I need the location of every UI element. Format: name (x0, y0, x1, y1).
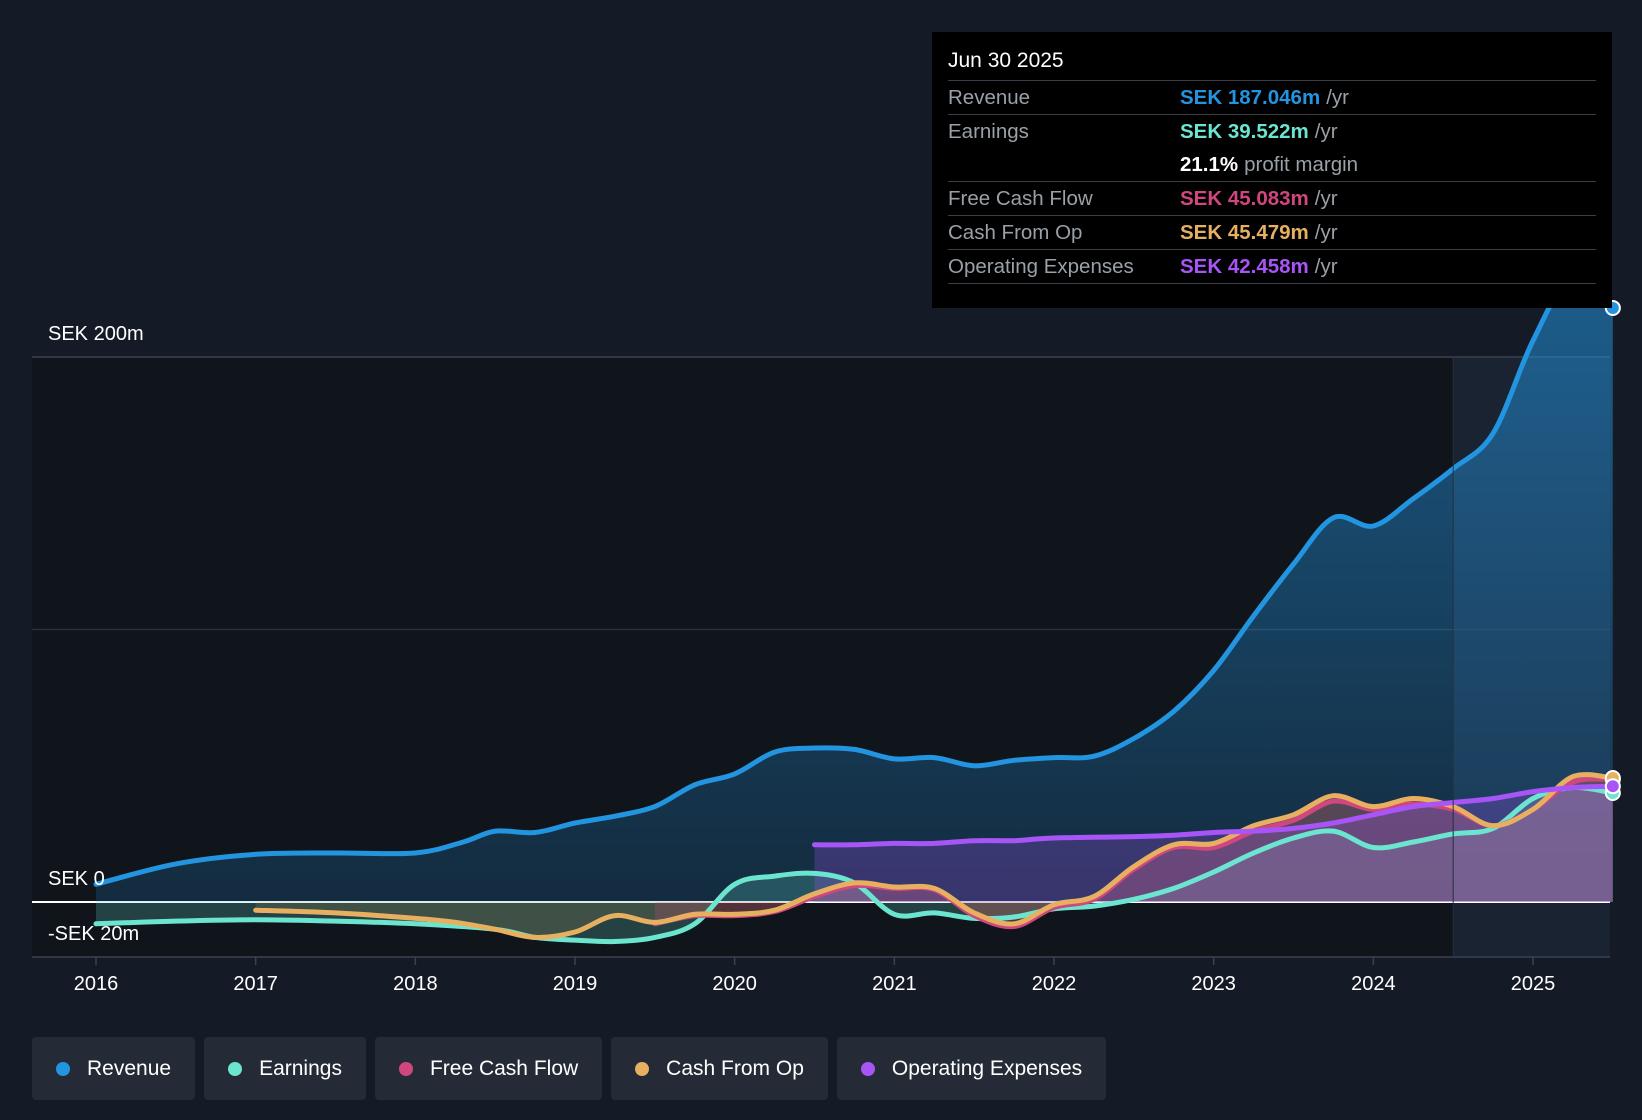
area-revenue (96, 274, 1613, 903)
x-tick-label: 2020 (712, 973, 757, 995)
legend-label: Free Cash Flow (429, 1056, 579, 1080)
tooltip-value: SEK 187.046m (1180, 85, 1321, 109)
x-tick-label: 2019 (553, 973, 598, 995)
legend-label: Revenue (87, 1056, 172, 1080)
legend-dot-icon (228, 1061, 243, 1076)
tooltip-value: 21.1% (1180, 152, 1239, 176)
legend-dot-icon (635, 1061, 650, 1076)
tooltip-unit: /yr (1314, 186, 1338, 210)
tooltip-value: SEK 45.083m (1180, 186, 1309, 210)
legend-label: Operating Expenses (891, 1056, 1083, 1080)
y-axis-label: SEK 0 (48, 868, 105, 890)
legend-item-operating-expenses[interactable]: Operating Expenses (836, 1037, 1107, 1100)
legend-item-cash-from-op[interactable]: Cash From Op (611, 1037, 828, 1100)
y-axis-label: SEK 200m (48, 323, 144, 345)
area-cash-from-op (255, 774, 1613, 938)
tooltip-label: Free Cash Flow (948, 186, 1093, 210)
tooltip-unit: profit margin (1244, 152, 1359, 176)
legend-dot-icon (56, 1061, 70, 1076)
tooltip-unit: /yr (1314, 119, 1338, 143)
tooltip-label: Operating Expenses (948, 254, 1134, 278)
end-marker-operating-expenses (1604, 778, 1621, 795)
tooltip-unit: /yr (1326, 85, 1349, 109)
tooltip-row-margin: 21.1% profit margin (948, 148, 1596, 182)
legend-dot-icon (860, 1061, 875, 1076)
legend-label: Cash From Op (666, 1056, 804, 1080)
tooltip-row-cfo: Cash From Op SEK 45.479m /yr (948, 216, 1596, 250)
x-tick-label: 2016 (74, 973, 119, 995)
x-tick-label: 2022 (1032, 973, 1077, 995)
x-tick-label: 2023 (1191, 973, 1236, 995)
x-tick-label: 2025 (1511, 973, 1556, 995)
tooltip-date: Jun 30 2025 (948, 46, 1596, 81)
line-cash-from-op[interactable] (253, 772, 1616, 940)
x-tick-label: 2017 (233, 973, 278, 995)
x-tick-label: 2018 (393, 973, 438, 995)
x-tick-label: 2021 (872, 973, 917, 995)
tooltip-unit: /yr (1314, 254, 1338, 278)
legend-dot-icon (398, 1061, 413, 1076)
tooltip-label: Revenue (948, 85, 1031, 109)
area-earnings (96, 787, 1613, 942)
tooltip-row-earnings: Earnings SEK 39.522m /yr (948, 115, 1596, 148)
tooltip-row-fcf: Free Cash Flow SEK 45.083m /yr (948, 182, 1596, 216)
chart-legend: Revenue Earnings Free Cash Flow Cash Fro… (32, 1037, 1107, 1100)
line-revenue[interactable] (93, 272, 1616, 887)
tooltip-value: SEK 42.458m (1180, 254, 1309, 278)
tooltip-value: SEK 39.522m (1180, 119, 1309, 143)
line-operating-expenses[interactable] (812, 783, 1616, 848)
x-tick-label: 2024 (1351, 973, 1396, 995)
tooltip-panel: Jun 30 2025 Revenue SEK 187.046m /yr Ear… (932, 32, 1612, 308)
tooltip-row-opex: Operating Expenses SEK 42.458m /yr (948, 250, 1596, 284)
y-axis-label: -SEK 20m (48, 923, 139, 945)
tooltip-row-revenue: Revenue SEK 187.046m /yr (948, 81, 1596, 115)
legend-item-free-cash-flow[interactable]: Free Cash Flow (374, 1037, 603, 1100)
tooltip-label: Earnings (948, 119, 1029, 143)
tooltip-unit: /yr (1314, 220, 1338, 244)
tooltip-value: SEK 45.479m (1180, 220, 1309, 244)
legend-label: Earnings (259, 1056, 342, 1080)
legend-item-earnings[interactable]: Earnings (204, 1037, 366, 1100)
tooltip-label: Cash From Op (948, 220, 1083, 244)
legend-item-revenue[interactable]: Revenue (32, 1037, 196, 1100)
